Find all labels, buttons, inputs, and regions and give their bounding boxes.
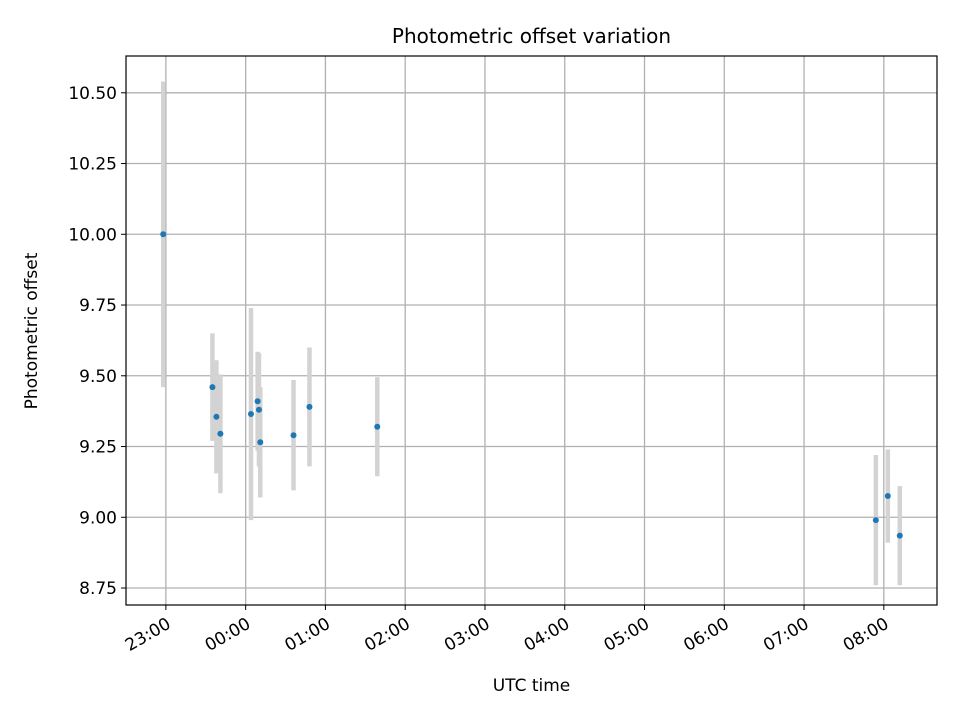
data-point (896, 532, 903, 539)
data-point (872, 517, 879, 524)
x-axis-label: UTC time (493, 676, 571, 696)
grid-lines (126, 56, 937, 605)
chart-title: Photometric offset variation (392, 24, 671, 48)
y-axis-ticks: 8.75 9.00 9.25 9.50 9.75 10.00 10.25 10.50 (68, 84, 126, 599)
data-point (213, 413, 220, 420)
data-point (209, 384, 216, 391)
y-tick-label: 9.00 (79, 508, 117, 528)
data-point (254, 398, 261, 405)
y-axis-label: Photometric offset (22, 252, 42, 409)
y-tick-label: 10.25 (68, 155, 117, 175)
y-tick-label: 10.50 (68, 84, 117, 104)
data-point (160, 231, 167, 238)
data-point (374, 423, 381, 430)
data-point (255, 406, 262, 413)
y-tick-label: 9.50 (79, 367, 117, 387)
y-tick-label: 8.75 (79, 579, 117, 599)
data-point (217, 430, 224, 437)
data-point (306, 403, 313, 410)
data-point (290, 432, 297, 439)
data-point (247, 410, 254, 417)
plot-frame (125, 55, 938, 606)
y-tick-label: 10.00 (68, 225, 117, 245)
y-tick-label: 9.75 (79, 296, 117, 316)
data-points (160, 231, 903, 539)
data-point (884, 493, 891, 500)
data-point (257, 439, 264, 446)
y-tick-label: 9.25 (79, 438, 117, 458)
